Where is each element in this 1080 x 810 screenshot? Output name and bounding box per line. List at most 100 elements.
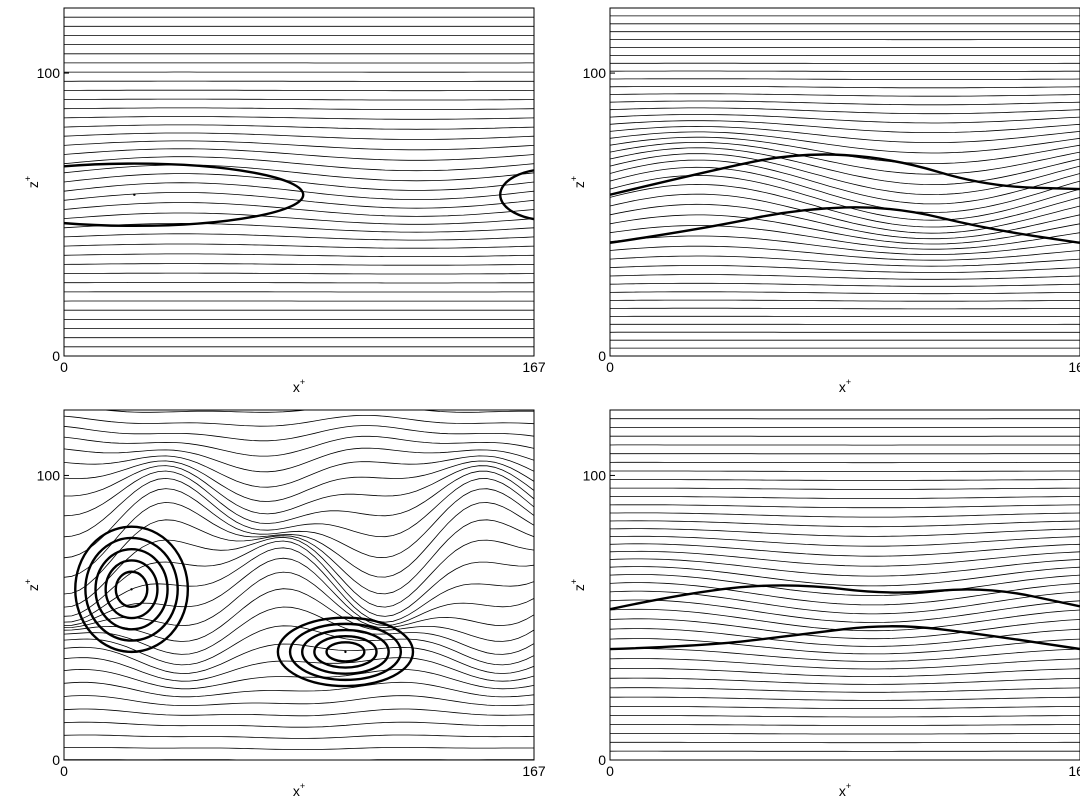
plot-frame <box>609 409 1080 761</box>
y-axis-label-superscript: + <box>569 176 579 181</box>
contour-line <box>64 253 534 257</box>
bold-contour <box>610 584 1080 611</box>
contour-center-dot <box>133 193 136 196</box>
contour-line <box>64 606 534 655</box>
contour-line <box>64 425 534 442</box>
contour-line <box>610 535 1080 547</box>
contour-line <box>610 70 1080 72</box>
contour-line <box>610 245 1080 261</box>
x-tick-label: 0 <box>60 359 68 375</box>
y-tick-label: 0 <box>598 752 606 768</box>
contour-line <box>610 696 1080 701</box>
contour-line <box>610 307 1080 310</box>
y-axis-label: z+ <box>23 176 41 188</box>
x-tick-label: 167 <box>1068 359 1080 375</box>
contour-line <box>64 222 534 233</box>
contour-line <box>610 291 1080 295</box>
bold-contour <box>499 169 534 221</box>
y-axis-label-superscript: + <box>23 176 33 181</box>
contour-line <box>610 487 1080 490</box>
contour-line <box>610 93 1080 97</box>
contour-lines <box>64 8 534 356</box>
contour-line <box>64 164 534 182</box>
contour-line <box>610 550 1080 567</box>
contour-line <box>64 132 534 140</box>
contour-line <box>610 599 1080 623</box>
contour-line <box>610 235 1080 256</box>
contour-line <box>610 136 1080 165</box>
x-tick-label: 167 <box>522 763 546 779</box>
bold-contour <box>84 536 179 642</box>
contour-line <box>610 183 1080 228</box>
contour-line <box>64 734 534 739</box>
bold-contour <box>313 634 378 669</box>
contour-line <box>64 668 534 690</box>
contour-line <box>64 721 534 728</box>
x-axis-label-superscript: + <box>846 377 851 387</box>
contour-line <box>610 566 1080 587</box>
y-tick-label: 100 <box>37 467 61 483</box>
contour-line <box>610 479 1080 481</box>
contour-line <box>64 107 534 110</box>
contour-line <box>610 512 1080 518</box>
contour-line <box>610 504 1080 509</box>
bold-contour <box>288 622 403 682</box>
contour-line <box>610 677 1080 685</box>
plot-frame <box>63 7 535 357</box>
y-axis-label: z+ <box>569 579 587 591</box>
contour-lines <box>610 410 1080 760</box>
plot-frame <box>609 7 1080 357</box>
contour-line <box>610 100 1080 106</box>
contour-panel-bottom-left: 0 167 0 100 x+ z+ <box>23 409 546 799</box>
y-tick-label: 100 <box>583 467 607 483</box>
contour-line <box>610 574 1080 596</box>
contour-line <box>610 166 1080 213</box>
contour-line <box>64 571 534 629</box>
contour-line <box>64 557 534 626</box>
contour-line <box>610 86 1080 89</box>
contour-line <box>610 255 1080 267</box>
x-axis-label-superscript: + <box>846 781 851 791</box>
contour-line <box>64 89 534 92</box>
y-axis-label-superscript: + <box>23 579 33 584</box>
contour-line <box>610 107 1080 115</box>
contour-line <box>101 410 534 413</box>
bold-contour <box>610 153 1080 196</box>
y-tick-label: 0 <box>52 348 60 364</box>
contour-line <box>610 265 1080 273</box>
contour-line <box>64 435 534 457</box>
contour-line <box>64 681 534 698</box>
contour-line <box>64 643 534 674</box>
contour-line <box>610 125 1080 143</box>
x-axis-label: x+ <box>839 377 851 395</box>
bold-contour <box>64 162 305 228</box>
contour-line <box>64 455 534 488</box>
contour-line <box>610 528 1080 537</box>
bold-contour <box>276 616 415 688</box>
contour-line <box>610 159 1080 205</box>
y-tick-label: 0 <box>598 348 606 364</box>
contour-line <box>610 120 1080 133</box>
x-tick-label: 167 <box>1068 763 1080 779</box>
contour-line <box>610 153 1080 196</box>
bold-contour <box>325 641 366 663</box>
x-tick-label: 167 <box>522 359 546 375</box>
bold-contour <box>94 548 169 631</box>
contour-line <box>64 488 534 559</box>
contour-line <box>610 274 1080 280</box>
contour-line <box>64 156 534 172</box>
contour-line <box>610 668 1080 677</box>
bold-contour <box>301 628 390 675</box>
contour-line <box>64 708 534 717</box>
contour-line <box>610 715 1080 718</box>
contour-line <box>610 724 1080 726</box>
contour-lines <box>610 8 1080 356</box>
contour-line <box>610 628 1080 647</box>
contour-line <box>610 658 1080 670</box>
contour-line <box>610 299 1080 302</box>
contour-center-dot <box>344 650 347 654</box>
contour-line <box>64 470 534 524</box>
x-axis-label-superscript: + <box>300 377 305 387</box>
contour-line <box>64 243 534 249</box>
